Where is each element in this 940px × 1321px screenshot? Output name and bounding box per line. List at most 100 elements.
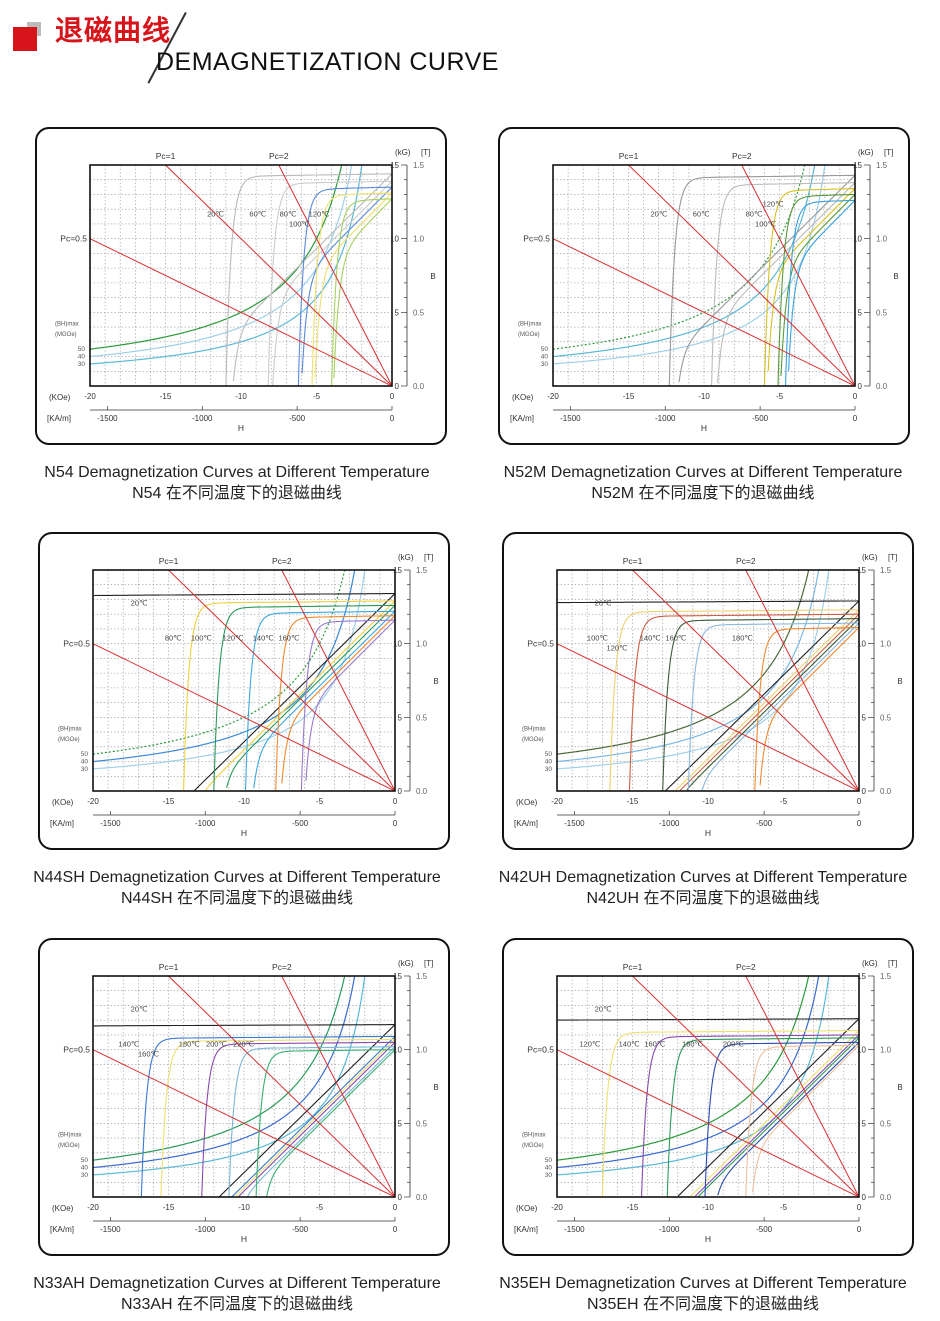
plot-frame: [92, 569, 396, 792]
normal-curve-100c: [675, 609, 859, 791]
temperature-label: 120℃: [579, 1040, 601, 1049]
x-tick-label-kam: -500: [292, 819, 309, 828]
temperature-label: 20℃: [651, 210, 668, 219]
load-line-pc-1: [632, 976, 859, 1197]
x-tick-label-kam: 0: [857, 819, 862, 828]
intrinsic-curve-140c: [140, 1035, 395, 1197]
y-tick-label-t: 1.5: [880, 972, 892, 981]
normal-curve-20c: [677, 1018, 859, 1197]
chart-caption: N52M Demagnetization Curves at Different…: [470, 462, 936, 504]
bhmax-curve-50: [557, 976, 810, 1161]
x-tick-label-koe: -20: [87, 1203, 99, 1212]
bhmax-curve-50: [93, 976, 346, 1161]
bhmax-title: (BH)max: [522, 1133, 546, 1139]
temperature-label: 100℃: [289, 220, 311, 229]
x-tick-label-kam: -1000: [195, 1225, 216, 1234]
x-tick-label-koe: -20: [547, 392, 559, 401]
bhmax-curve-50: [557, 570, 810, 755]
bhmax-unit: (MGOe): [55, 332, 77, 338]
y-tick-label-t: 1.5: [880, 566, 892, 575]
normal-curve-160c: [701, 622, 859, 791]
load-line-pc-2: [281, 570, 395, 791]
x-tick-label-koe: -20: [84, 392, 96, 401]
x-tick-label-koe: -20: [551, 1203, 563, 1212]
bhmax-title: (BH)max: [58, 727, 82, 733]
y-axis-label: B: [433, 1083, 438, 1092]
x-tick-label-koe: 0: [393, 1203, 398, 1212]
temperature-label: 140℃: [253, 634, 275, 643]
y-tick-label-kg: 10: [857, 640, 866, 649]
y-tick-label-t: 1.0: [416, 1046, 428, 1055]
bhmax-unit: (MGOe): [518, 332, 540, 338]
x-tick-label-koe: -5: [313, 392, 321, 401]
bhmax-unit: (MGOe): [58, 1143, 80, 1149]
x-tick-label-koe: -15: [627, 1203, 639, 1212]
intrinsic-curve-220c: [255, 1049, 395, 1197]
chart-caption: N42UH Demagnetization Curves at Differen…: [470, 867, 936, 909]
bhmax-curve-40: [553, 165, 816, 358]
caption-chinese: N42UH 在不同温度下的退磁曲线: [586, 890, 820, 907]
intrinsic-curve-20c: [668, 174, 855, 386]
intrinsic-curve-80c: [183, 600, 395, 791]
intrinsic-curve-20c: [557, 600, 859, 604]
bhmax-label: 50: [81, 1157, 89, 1164]
intrinsic-curve-180c: [201, 1041, 395, 1197]
y-tick-label-t: 1.5: [413, 161, 425, 170]
x-tick-label-koe: -15: [623, 392, 635, 401]
temperature-label: 200℃: [206, 1040, 228, 1049]
x-tick-label-kam: -1500: [97, 414, 118, 423]
load-line-pc-2: [745, 570, 859, 791]
load-line-pc-0.5: [90, 238, 392, 386]
load-line-pc-0.5: [93, 1049, 395, 1197]
chart-caption: N44SH Demagnetization Curves at Differen…: [4, 867, 470, 909]
intrinsic-curve-200c: [228, 1046, 395, 1197]
bhmax-curve-40: [557, 570, 820, 763]
plot-frame: [556, 569, 860, 792]
bhmax-label: 40: [78, 354, 86, 361]
load-line-label: Pc=2: [272, 556, 292, 566]
temperature-label: 140℃: [118, 1040, 140, 1049]
y-unit-kg: (kG): [862, 553, 878, 562]
intrinsic-curve-120c: [601, 1029, 859, 1197]
caption-english: N54 Demagnetization Curves at Different …: [44, 464, 430, 481]
chart-caption: N35EH Demagnetization Curves at Differen…: [470, 1273, 936, 1315]
load-line-pc-1: [628, 165, 855, 386]
x-tick-label-koe: -5: [776, 392, 784, 401]
load-line-label: Pc=2: [269, 151, 289, 161]
bhmax-label: 30: [81, 766, 89, 773]
load-line-label: Pc=0.5: [527, 1045, 554, 1055]
y-unit-kg: (kG): [398, 959, 414, 968]
y-tick-label-kg: 5: [862, 713, 867, 722]
load-line-pc-2: [281, 976, 395, 1197]
load-line-pc-1: [632, 570, 859, 791]
temperature-label: 140℃: [640, 634, 662, 643]
intrinsic-curve-160c: [666, 1037, 859, 1197]
normal-curve-60c: [272, 180, 392, 386]
y-unit-kg: (kG): [395, 148, 411, 157]
normal-curve-180c: [717, 1041, 859, 1196]
load-line-pc-2: [278, 165, 392, 386]
y-tick-label-kg: 15: [857, 566, 866, 575]
intrinsic-curve-140c: [275, 615, 395, 791]
temperature-label: 220℃: [233, 1040, 255, 1049]
bhmax-unit: (MGOe): [522, 737, 544, 743]
chart-card-n52m: Pc=0.5 Pc=1 Pc=2 (BH)max (MGOe) 50 40 30 0 5 10 15 0…: [498, 127, 910, 445]
y-tick-label-t: 1.5: [416, 566, 428, 575]
intrinsic-curve-80c: [763, 188, 855, 386]
x-tick-label-kam: -500: [292, 1225, 309, 1234]
normal-curve-160c: [234, 1038, 395, 1197]
x-tick-label-kam: -1500: [564, 1225, 585, 1234]
load-line-pc-1: [165, 165, 392, 386]
x-axis-label: H: [705, 1234, 711, 1244]
plot-frame: [92, 975, 396, 1198]
x-tick-label-kam: -500: [756, 819, 773, 828]
load-line-pc-0.5: [557, 643, 859, 791]
x-tick-label-koe: -5: [780, 797, 788, 806]
x-axis-label: H: [241, 1234, 247, 1244]
temperature-label: 20℃: [207, 210, 224, 219]
intrinsic-curve-20c: [225, 173, 392, 386]
bhmax-label: 50: [81, 751, 89, 758]
y-tick-label-t: 0.0: [880, 1193, 892, 1202]
